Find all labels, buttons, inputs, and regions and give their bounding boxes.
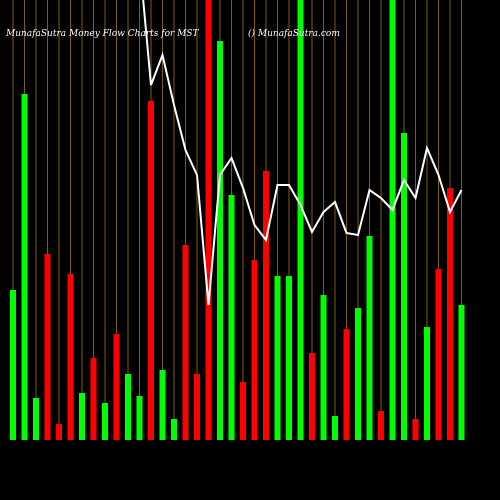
bar xyxy=(90,358,97,440)
bar xyxy=(159,370,166,440)
chart-subtitle: () MunafaSutra.com xyxy=(248,28,340,39)
bar xyxy=(113,334,120,440)
bar xyxy=(194,374,200,440)
bar xyxy=(320,295,327,440)
bar xyxy=(67,274,74,440)
bar xyxy=(10,290,16,440)
bar xyxy=(240,382,246,440)
bar xyxy=(79,393,85,440)
bar xyxy=(401,133,407,440)
bar xyxy=(274,276,281,440)
bar xyxy=(56,424,62,440)
bar xyxy=(435,269,442,440)
bar xyxy=(102,403,108,440)
bar xyxy=(366,236,373,440)
bar xyxy=(332,416,338,440)
bar xyxy=(251,260,258,440)
bar xyxy=(205,0,212,440)
bar xyxy=(136,396,143,440)
bar xyxy=(228,195,235,440)
bar xyxy=(21,94,28,440)
trend-line xyxy=(142,0,463,306)
bar xyxy=(378,411,384,440)
bar xyxy=(263,171,269,440)
bar xyxy=(171,419,177,440)
bar xyxy=(286,276,292,440)
bar xyxy=(125,374,131,440)
bar xyxy=(343,329,350,440)
bar xyxy=(217,41,223,440)
bar xyxy=(148,101,154,440)
bar xyxy=(297,0,304,440)
chart-title: MunafaSutra Money Flow Charts for MST xyxy=(5,29,200,39)
bar xyxy=(182,245,189,440)
bar xyxy=(389,0,396,440)
bar xyxy=(412,419,419,440)
bar xyxy=(458,305,465,440)
bar xyxy=(424,327,430,440)
bar xyxy=(447,188,453,440)
bar xyxy=(355,308,361,440)
bar xyxy=(44,254,51,440)
bar xyxy=(33,398,39,440)
bar xyxy=(309,353,315,440)
